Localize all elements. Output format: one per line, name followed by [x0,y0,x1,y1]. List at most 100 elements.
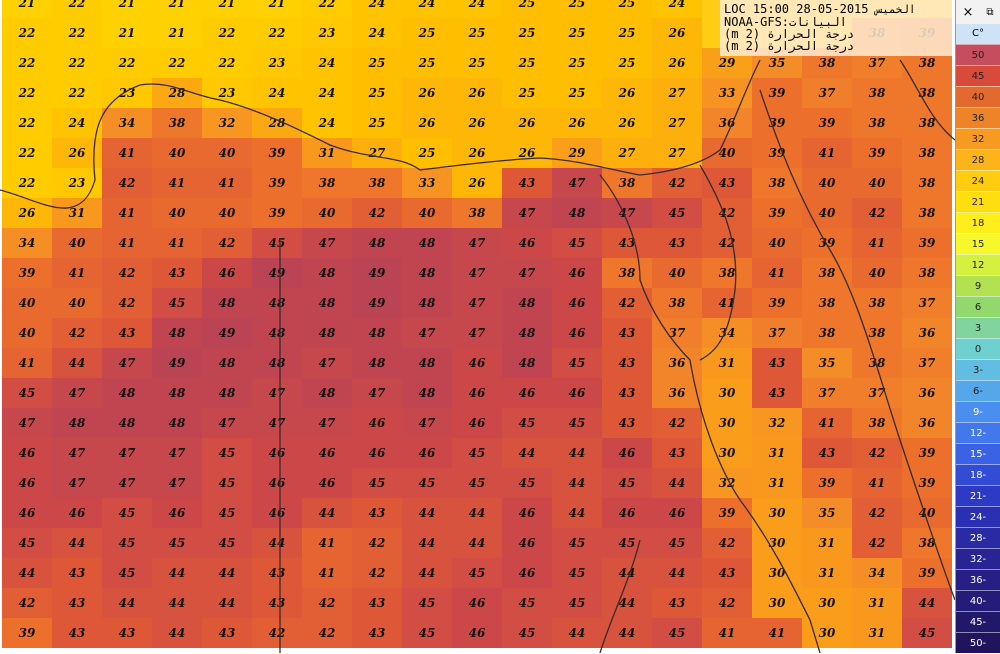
cell-bg [602,0,652,18]
temperature: 45 [569,536,586,550]
cell-bg [802,558,852,588]
temperature: 42 [369,206,386,220]
cell-bg [152,438,202,468]
cell-bg [652,258,702,288]
temperature: 42 [669,416,686,430]
cell-bg [152,108,202,138]
cell-bg [302,378,352,408]
temperature: 49 [269,266,286,280]
temperature: 27 [618,146,636,160]
temperature: 26 [668,56,686,70]
temperature: 45 [419,476,436,490]
cell-bg [2,468,52,498]
temperature: 22 [68,56,86,70]
cell-bg [202,108,252,138]
temperature: 43 [369,626,386,640]
cell-bg [652,198,702,228]
temperature: 23 [68,176,86,190]
temperature: 40 [69,236,86,250]
legend-item: 32 [956,128,1000,149]
cell-bg [502,108,552,138]
temperature: 47 [519,206,536,220]
temperature: 21 [168,26,186,40]
cell-bg [752,588,802,618]
cell-bg [402,408,452,438]
temperature: 48 [319,386,336,400]
temperature: 26 [518,146,536,160]
temperature: 39 [869,146,886,160]
cell-bg [902,558,952,588]
temperature: 48 [419,386,436,400]
temperature: 25 [368,56,386,70]
cell-bg [802,348,852,378]
cell-bg [2,378,52,408]
cell-bg [402,78,452,108]
temperature: 21 [118,26,136,40]
temperature: 21 [168,0,186,10]
cell-bg [102,198,152,228]
cell-bg [452,318,502,348]
cell-bg [602,318,652,348]
temperature: 25 [518,0,536,10]
temperature: 26 [468,86,486,100]
temperature: 31 [719,356,736,370]
temperature: 27 [368,146,386,160]
temperature: 28 [268,116,286,130]
temperature: 43 [669,236,686,250]
legend-item: 40- [956,590,1000,611]
temperature: 44 [469,506,486,520]
temperature: 38 [919,116,936,130]
temperature: 43 [619,236,636,250]
cell-bg [302,438,352,468]
cell-bg [52,78,102,108]
temperature: 38 [869,326,886,340]
cell-bg [802,468,852,498]
temperature: 38 [869,86,886,100]
cell-bg [752,168,802,198]
restore-button[interactable]: ⧉ [986,6,994,18]
temperature: 48 [319,296,336,310]
cell-bg [752,528,802,558]
temperature: 42 [869,446,886,460]
legend-item: 18- [956,464,1000,485]
cell-bg [552,108,602,138]
temperature: 24 [418,0,436,10]
close-button[interactable]: × [962,4,974,20]
cell-bg [352,288,402,318]
temperature: 48 [119,386,136,400]
cell-bg [102,318,152,348]
temperature: 38 [869,356,886,370]
legend-item: 0 [956,338,1000,359]
cell-bg [52,378,102,408]
cell-bg [902,138,952,168]
temperature: 48 [219,296,236,310]
temperature: 21 [18,0,36,10]
temperature: 30 [819,626,836,640]
temperature: 48 [269,296,286,310]
cell-bg [802,198,852,228]
temperature: 42 [869,506,886,520]
cell-bg [302,498,352,528]
temperature: 45 [119,536,136,550]
cell-bg [52,318,102,348]
map[interactable]: 21 22 21 21 21 21 22 24 24 24 25 25 25 24 22 22 21 21 22 22… [0,0,955,653]
temperature: 47 [119,356,136,370]
cell-bg [652,408,702,438]
temperature: 41 [769,266,786,280]
temperature: 45 [219,446,236,460]
cell-bg [852,468,902,498]
cell-bg [352,48,402,78]
cell-bg [352,618,402,648]
temperature: 39 [769,86,786,100]
temperature: 49 [169,356,186,370]
cell-bg [152,198,202,228]
temperature: 35 [819,356,836,370]
temperature: 45 [469,476,486,490]
temperature: 47 [619,206,636,220]
temperature: 37 [869,386,886,400]
cell-bg [302,348,352,378]
temperature: 46 [619,506,636,520]
temperature: 25 [518,26,536,40]
cell-bg [202,558,252,588]
cell-bg [202,408,252,438]
